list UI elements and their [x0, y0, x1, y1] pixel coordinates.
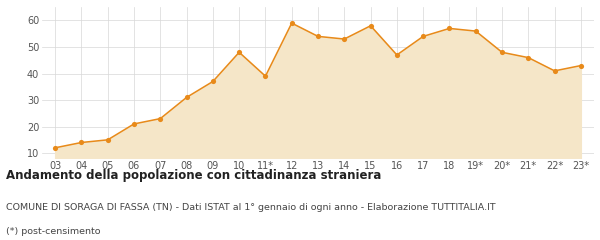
Point: [50, 146, 60, 150]
Point: [445, 26, 454, 30]
Text: (*) post-censimento: (*) post-censimento: [6, 227, 101, 236]
Point: [313, 35, 323, 38]
Text: COMUNE DI SORAGA DI FASSA (TN) - Dati ISTAT al 1° gennaio di ogni anno - Elabora: COMUNE DI SORAGA DI FASSA (TN) - Dati IS…: [6, 203, 496, 212]
Point: [576, 64, 586, 67]
Point: [497, 50, 507, 54]
Point: [103, 138, 113, 142]
Point: [235, 50, 244, 54]
Point: [260, 74, 270, 78]
Point: [418, 35, 428, 38]
Point: [523, 56, 533, 60]
Point: [392, 53, 401, 57]
Point: [471, 29, 481, 33]
Text: Andamento della popolazione con cittadinanza straniera: Andamento della popolazione con cittadin…: [6, 169, 382, 182]
Point: [340, 37, 349, 41]
Point: [287, 21, 296, 25]
Point: [77, 141, 86, 144]
Point: [182, 96, 191, 99]
Point: [366, 24, 376, 28]
Point: [550, 69, 559, 73]
Point: [155, 117, 165, 120]
Point: [208, 79, 218, 83]
Point: [129, 122, 139, 126]
